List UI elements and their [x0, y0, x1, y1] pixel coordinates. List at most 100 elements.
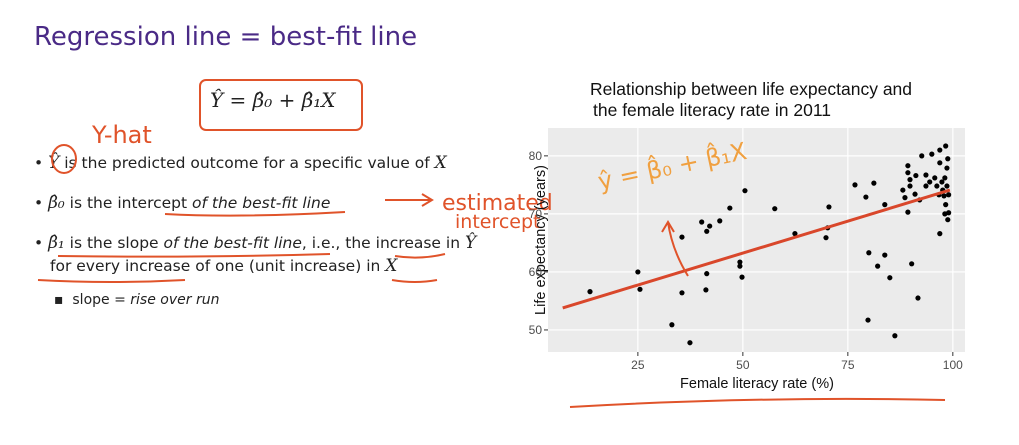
- text: (unit increase): [243, 257, 367, 275]
- chart-title: Relationship between life expectancy and: [590, 79, 912, 99]
- point: [942, 175, 948, 181]
- math: β̂₀: [48, 193, 65, 213]
- point: [923, 172, 929, 178]
- point: [866, 250, 872, 256]
- point: [932, 175, 938, 181]
- underline-arrow: [164, 193, 434, 217]
- y-tick-label: 70: [529, 207, 543, 221]
- point: [934, 183, 940, 189]
- circle-annotation: [51, 144, 77, 174]
- y-tick-label: 80: [529, 149, 543, 163]
- y-axis-label: Life expectancy (years): [533, 165, 549, 315]
- point: [772, 206, 778, 212]
- point: [915, 295, 921, 301]
- x-axis-label: Female literacy rate (%): [680, 376, 834, 392]
- text: is the predicted outcome for a specific …: [59, 154, 435, 172]
- text: of the best-fit line: [163, 234, 302, 252]
- handwritten-note: estimated: [442, 191, 553, 216]
- chart-title: the female literacy rate in 2011: [593, 100, 831, 120]
- point: [679, 290, 685, 296]
- plot-background: [548, 128, 965, 352]
- x-tick-label: 50: [736, 358, 750, 372]
- bullet: • β̂₁ is the slope of the best-fit line,…: [34, 233, 477, 253]
- point: [905, 170, 911, 176]
- point: [635, 269, 641, 275]
- point: [707, 223, 713, 229]
- point: [900, 187, 906, 193]
- point: [669, 322, 675, 328]
- text: in: [366, 257, 386, 275]
- point: [927, 179, 933, 185]
- slide-title: Regression line = best-fit line: [34, 22, 418, 52]
- point: [902, 195, 908, 201]
- point: [852, 182, 858, 188]
- text: is the slope: [64, 234, 164, 252]
- point: [945, 217, 951, 223]
- point: [929, 151, 935, 157]
- point: [944, 165, 950, 171]
- point: [923, 183, 929, 189]
- handwritten-note: intercept: [455, 211, 541, 233]
- underline: [37, 253, 946, 408]
- point: [913, 172, 919, 179]
- point: [882, 202, 888, 208]
- text: for every increase of one: [50, 257, 244, 275]
- text: intercept: [117, 194, 188, 212]
- plot: [548, 128, 965, 352]
- math: X: [434, 153, 447, 173]
- point: [943, 143, 949, 149]
- point: [587, 289, 593, 295]
- point: [909, 261, 915, 267]
- text: rise over run: [130, 292, 220, 308]
- math: Ŷ: [464, 233, 477, 253]
- point: [944, 183, 950, 189]
- point: [905, 163, 911, 169]
- text: , i.e., the: [301, 234, 376, 252]
- point: [912, 191, 918, 197]
- x-tick-label: 25: [631, 358, 645, 372]
- x-tick-label: 100: [943, 358, 963, 372]
- point: [946, 192, 952, 198]
- point: [945, 156, 951, 162]
- point: [907, 177, 913, 183]
- point: [887, 275, 893, 281]
- point: [737, 259, 743, 265]
- point: [699, 219, 705, 225]
- point: [637, 286, 643, 292]
- y-tick-label: 60: [529, 265, 543, 279]
- point: [871, 180, 877, 186]
- point: [941, 193, 947, 199]
- text: increase in: [375, 234, 465, 252]
- regression-line: [562, 188, 951, 310]
- formula-box: [199, 79, 363, 131]
- text: is the: [64, 194, 118, 212]
- formula: Ŷ = β̂₀ + β̂₁X: [210, 88, 336, 112]
- point: [823, 235, 829, 241]
- point: [704, 228, 710, 234]
- point: [704, 271, 710, 277]
- point: [687, 340, 693, 346]
- point: [727, 205, 733, 211]
- point: [943, 202, 949, 208]
- point: [939, 179, 945, 185]
- y-tick-label: 50: [529, 323, 543, 337]
- bullet-continuation: for every increase of one (unit increase…: [50, 256, 397, 276]
- point: [792, 231, 798, 237]
- text: of the best-fit line: [187, 194, 331, 212]
- point: [919, 153, 925, 159]
- formula-text: Ŷ = β̂₀ + β̂₁X: [210, 88, 336, 112]
- point: [907, 183, 913, 189]
- arrow: [661, 220, 689, 277]
- bullet: • Ŷ is the predicted outcome for a speci…: [34, 153, 447, 173]
- sub-bullet: ▪ slope = rise over run: [54, 292, 220, 308]
- point: [865, 317, 871, 323]
- point: [703, 287, 709, 293]
- point: [717, 218, 723, 224]
- point: [679, 234, 685, 240]
- handwritten-note: Y-hat: [91, 121, 152, 149]
- point: [875, 263, 881, 269]
- x-tick-label: 75: [841, 358, 855, 372]
- point: [937, 147, 943, 153]
